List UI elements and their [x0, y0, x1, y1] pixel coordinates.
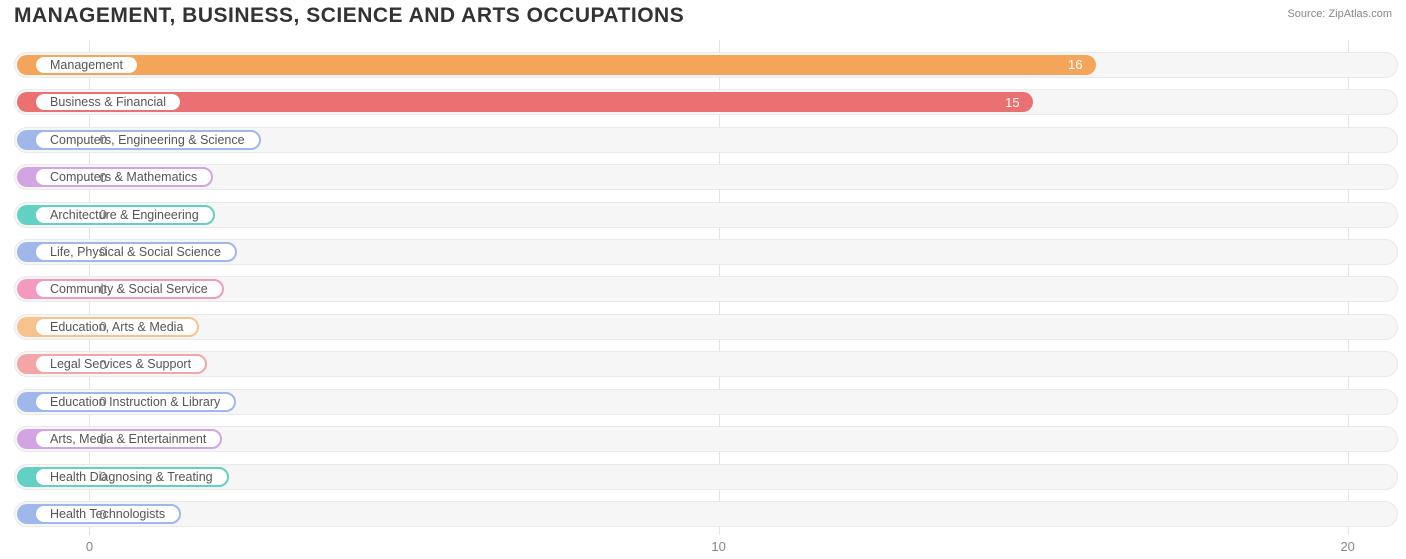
bar-value: 0 [99, 205, 106, 225]
bar-value: 0 [99, 392, 106, 412]
bar-track [14, 501, 1398, 527]
category-pill: Architecture & Engineering [34, 205, 215, 225]
bar-value: 0 [99, 429, 106, 449]
category-pill: Arts, Media & Entertainment [34, 429, 222, 449]
bar-row: Computers & Mathematics0 [14, 164, 1398, 190]
category-pill: Legal Services & Support [34, 354, 207, 374]
bar-value: 0 [99, 167, 106, 187]
bar-value: 15 [1005, 92, 1019, 112]
bar-row: Education, Arts & Media0 [14, 314, 1398, 340]
bar-row: Architecture & Engineering0 [14, 202, 1398, 228]
category-pill: Education Instruction & Library [34, 392, 236, 412]
category-pill: Community & Social Service [34, 279, 224, 299]
bar-value: 0 [99, 504, 106, 524]
category-pill: Health Diagnosing & Treating [34, 467, 229, 487]
bar-track [14, 202, 1398, 228]
bar-track [14, 314, 1398, 340]
bar-value: 0 [99, 317, 106, 337]
bar-row: Legal Services & Support0 [14, 351, 1398, 377]
x-tick-label: 10 [711, 539, 725, 554]
category-pill: Business & Financial [34, 92, 182, 112]
chart-plot: Management 16 Business & Financial 15 Comput… [14, 40, 1398, 535]
bar-row: Education Instruction & Library0 [14, 389, 1398, 415]
category-pill: Computers, Engineering & Science [34, 130, 261, 150]
x-tick-label: 20 [1340, 539, 1354, 554]
category-pill: Management [34, 55, 139, 75]
bar-value: 16 [1068, 55, 1082, 75]
category-pill: Computers & Mathematics [34, 167, 213, 187]
bar-row: Health Technologists0 [14, 501, 1398, 527]
bar-value: 0 [99, 354, 106, 374]
bar-track [14, 351, 1398, 377]
bar-row: Business & Financial 15 [14, 89, 1398, 115]
bar-value: 0 [99, 130, 106, 150]
chart-title: MANAGEMENT, BUSINESS, SCIENCE AND ARTS O… [14, 4, 684, 28]
bar-value: 0 [99, 242, 106, 262]
x-axis: 0 10 20 [14, 539, 1398, 557]
bar-row: Arts, Media & Entertainment0 [14, 426, 1398, 452]
bar-value: 0 [99, 279, 106, 299]
bar-fill [17, 55, 1096, 75]
chart-header: MANAGEMENT, BUSINESS, SCIENCE AND ARTS O… [0, 0, 1406, 28]
category-pill: Life, Physical & Social Science [34, 242, 237, 262]
bar-row: Community & Social Service0 [14, 276, 1398, 302]
x-tick-label: 0 [86, 539, 93, 554]
bar-row: Health Diagnosing & Treating0 [14, 464, 1398, 490]
chart-rows: Management 16 Business & Financial 15 Comput… [14, 40, 1398, 535]
bar-row: Computers, Engineering & Science0 [14, 127, 1398, 153]
category-pill: Education, Arts & Media [34, 317, 199, 337]
chart-area: Management 16 Business & Financial 15 Comput… [14, 40, 1398, 535]
bar-track [14, 164, 1398, 190]
bar-row: Life, Physical & Social Science0 [14, 239, 1398, 265]
chart-source: Source: ZipAtlas.com [1287, 4, 1392, 20]
bar-row: Management 16 [14, 52, 1398, 78]
bar-value: 0 [99, 467, 106, 487]
category-pill: Health Technologists [34, 504, 181, 524]
